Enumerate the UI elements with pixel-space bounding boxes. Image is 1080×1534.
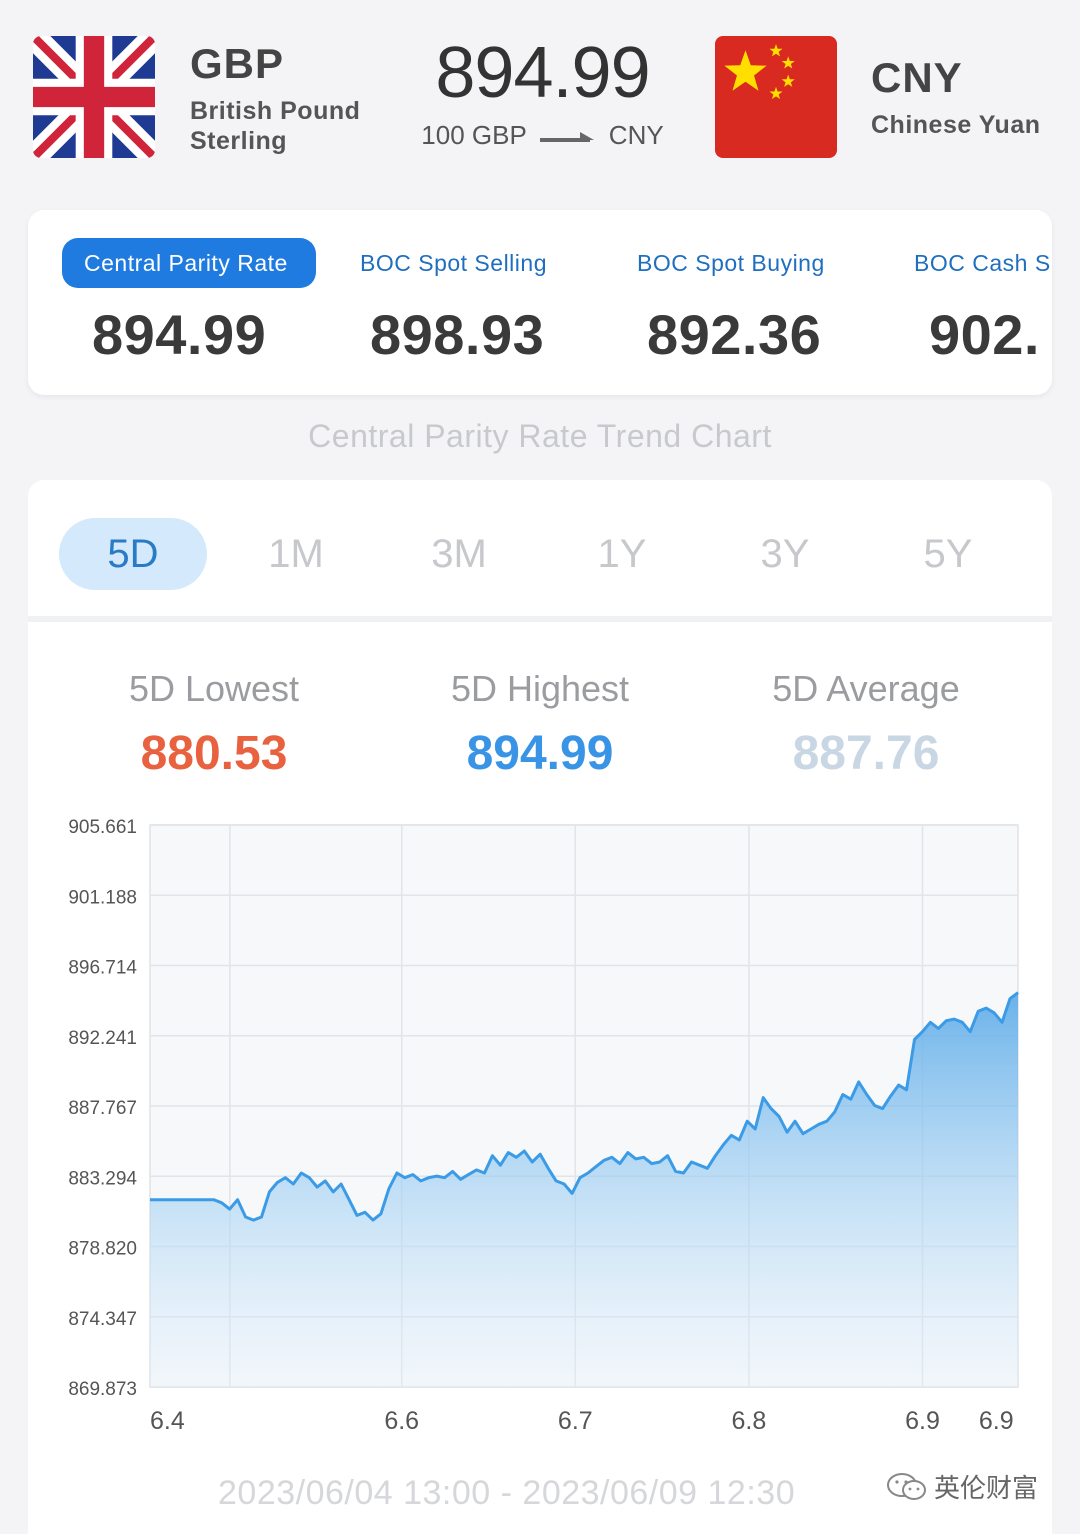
rate-types-card: Central Parity Rate 894.99 BOC Spot Sell…: [28, 210, 1052, 395]
quote-currency-name: Chinese Yuan: [871, 111, 1041, 139]
tab-5d[interactable]: 5D: [59, 518, 207, 590]
arrow-right-icon[interactable]: [539, 129, 596, 145]
x-tick-label: 6.9: [979, 1407, 1014, 1435]
watermark: 英伦财富: [886, 1468, 1038, 1505]
stat-value: 887.76: [792, 727, 940, 780]
tab-3m[interactable]: 3M: [431, 532, 487, 576]
y-tick-label: 874.347: [68, 1309, 137, 1330]
rate-type-value: 898.93: [370, 303, 545, 366]
base-currency-name: British Pound Sterling: [190, 97, 361, 155]
x-tick-label: 6.6: [384, 1407, 419, 1435]
china-flag-icon[interactable]: [715, 36, 837, 158]
trend-chart-title: Central Parity Rate Trend Chart: [308, 418, 772, 454]
rate-type-label: Central Parity Rate: [62, 238, 316, 288]
x-tick-label: 6.4: [150, 1407, 185, 1435]
y-tick-label: 887.767: [68, 1098, 137, 1119]
currency-header: GBP British Pound Sterling 894.99 100 GB…: [0, 0, 1080, 200]
base-currency-code[interactable]: GBP: [190, 40, 285, 87]
rate-type-spot-selling[interactable]: BOC Spot Selling 898.93: [338, 238, 608, 367]
y-tick-label: 892.241: [68, 1028, 137, 1049]
trend-chart[interactable]: 905.661 901.188 896.714 892.241 887.767 883.2…: [28, 810, 1052, 1450]
rate-type-cash-selling[interactable]: BOC Cash S 902.: [892, 238, 1052, 367]
series-area: [150, 992, 1018, 1387]
stat-label: 5D Highest: [450, 668, 630, 709]
stat-label: 5D Average: [772, 668, 960, 709]
wechat-icon: [887, 1472, 926, 1500]
rate-type-label: BOC Spot Buying: [637, 250, 825, 276]
tab-3y[interactable]: 3Y: [760, 532, 810, 576]
rate-type-label: BOC Spot Selling: [360, 250, 547, 276]
x-tick-label: 6.9: [905, 1407, 940, 1435]
x-tick-label: 6.7: [558, 1407, 593, 1435]
y-tick-label: 901.188: [68, 887, 137, 908]
rate-type-spot-buying[interactable]: BOC Spot Buying 892.36: [615, 238, 885, 367]
series-line: [150, 991, 1019, 1222]
amount-base: 100 GBP: [421, 120, 527, 150]
tab-5y[interactable]: 5Y: [923, 532, 973, 576]
tab-1m[interactable]: 1M: [268, 532, 324, 576]
y-tick-label: 905.661: [68, 817, 137, 838]
quote-currency-code[interactable]: CNY: [871, 54, 963, 101]
rate-type-value: 892.36: [647, 303, 822, 366]
stat-value: 894.99: [466, 727, 614, 780]
y-tick-label: 896.714: [68, 958, 137, 979]
stat-value: 880.53: [140, 727, 288, 780]
stat-average: 5D Average 887.76: [696, 668, 1036, 781]
amount-quote: CNY: [608, 120, 664, 150]
stat-lowest: 5D Lowest 880.53: [44, 668, 384, 781]
uk-flag-icon[interactable]: [33, 36, 155, 158]
rate-type-central-parity[interactable]: Central Parity Rate 894.99: [62, 238, 332, 367]
x-tick-label: 6.8: [732, 1407, 767, 1435]
stat-highest: 5D Highest 894.99: [370, 668, 710, 781]
y-tick-label: 878.820: [68, 1239, 137, 1260]
tab-1y[interactable]: 1Y: [597, 532, 647, 576]
date-range: 2023/06/04 13:00 - 2023/06/09 12:30: [218, 1474, 796, 1512]
trend-chart-card: 5D 1M 3M 1Y 3Y 5Y 5D Lowest 880.53 5D Hi…: [28, 480, 1052, 1534]
rate-conversion: 100 GBP CNY: [400, 120, 685, 151]
period-tabs: 5D 1M 3M 1Y 3Y 5Y: [28, 480, 1052, 622]
watermark-text: 英伦财富: [934, 1473, 1039, 1503]
rate-type-label: BOC Cash S: [914, 250, 1051, 276]
main-rate: 894.99: [435, 33, 650, 113]
rate-type-value: 894.99: [92, 303, 267, 366]
rate-type-value: 902.: [929, 303, 1040, 366]
stat-label: 5D Lowest: [128, 668, 300, 709]
y-tick-label: 883.294: [68, 1168, 137, 1189]
y-tick-label: 869.873: [68, 1379, 137, 1400]
